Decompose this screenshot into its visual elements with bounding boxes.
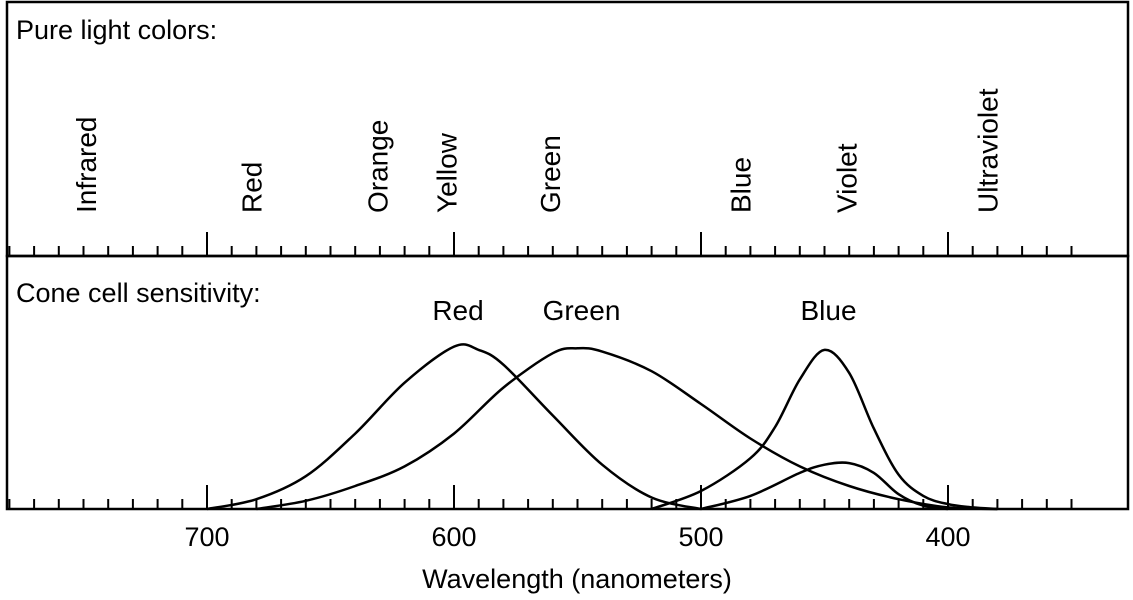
color-label-red: Red: [236, 162, 267, 213]
cone-label-red: Red: [432, 295, 483, 326]
green-cone-curve: [256, 346, 998, 511]
color-label-blue: Blue: [725, 157, 756, 213]
color-labels: Infrared Red Orange Yellow Green Blue Violet Ul…: [71, 88, 1004, 213]
top-panel-title: Pure light colors:: [16, 15, 217, 45]
bottom-panel-title: Cone cell sensitivity:: [16, 278, 261, 308]
cone-labels: Red Green Blue: [432, 295, 856, 326]
x-tick-label: 600: [431, 522, 476, 552]
x-tick-label: 700: [184, 522, 229, 552]
color-label-ultraviolet: Ultraviolet: [972, 88, 1003, 213]
x-tick-label: 500: [678, 522, 723, 552]
bottom-panel-frame: [5, 254, 1130, 511]
top-panel-ticks: [8, 232, 1073, 256]
cone-label-green: Green: [543, 295, 621, 326]
blue-cone-curve: [651, 348, 998, 511]
color-label-violet: Violet: [832, 143, 863, 213]
x-axis-title: Wavelength (nanometers): [422, 564, 732, 594]
color-label-infrared: Infrared: [71, 116, 102, 213]
color-label-green: Green: [535, 135, 566, 213]
sensitivity-curves: [206, 343, 998, 511]
color-label-yellow: Yellow: [431, 132, 462, 213]
cone-label-blue: Blue: [800, 295, 856, 326]
red-cone-curve: [206, 343, 702, 511]
color-label-orange: Orange: [362, 120, 393, 213]
x-tick-label: 400: [925, 522, 970, 552]
secondary-curve: [700, 461, 949, 511]
x-tick-labels: 700 600 500 400: [184, 522, 970, 552]
